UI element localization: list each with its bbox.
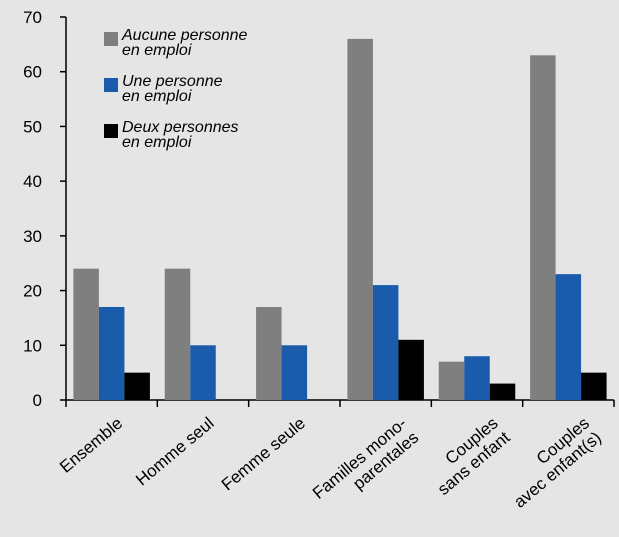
x-tick-label: Femme seule	[218, 414, 309, 495]
x-tick-label: Familles mono-parentales	[309, 414, 422, 518]
bar	[398, 339, 424, 400]
bar	[438, 361, 465, 400]
bar	[489, 383, 516, 400]
y-tick-label: 20	[23, 282, 42, 301]
legend-label: Aucune personne en emploi	[121, 27, 248, 59]
x-tick-label: Couplesavec enfant(s)	[498, 414, 605, 512]
y-tick-label: 40	[23, 172, 42, 191]
bar	[530, 55, 556, 401]
legend-swatch	[104, 32, 118, 46]
y-tick-label: 0	[33, 391, 42, 410]
y-tick-label: 70	[23, 8, 42, 27]
y-tick-label: 50	[23, 117, 42, 136]
y-tick-label: 60	[23, 63, 42, 82]
y-tick-label: 10	[23, 336, 42, 355]
bar	[464, 356, 490, 400]
x-tick-label: Couplessans enfant	[422, 413, 514, 499]
legend-label: Deux personnes en emploi	[122, 119, 239, 151]
bar	[164, 268, 191, 400]
legend-label: Une personne en emploi	[122, 73, 223, 105]
legend-swatch	[104, 78, 118, 92]
bar	[581, 372, 607, 400]
bar	[372, 285, 399, 400]
bar	[73, 268, 99, 400]
bar	[281, 345, 308, 400]
bar	[190, 345, 216, 400]
x-tick-label: Homme seul	[132, 414, 217, 490]
bar	[124, 372, 150, 400]
bar	[256, 306, 282, 400]
bar	[347, 38, 373, 401]
y-tick-label: 30	[23, 227, 42, 246]
bar	[555, 274, 582, 400]
legend-swatch	[104, 124, 118, 138]
x-tick-label: Ensemble	[56, 414, 126, 477]
bar	[98, 306, 125, 400]
